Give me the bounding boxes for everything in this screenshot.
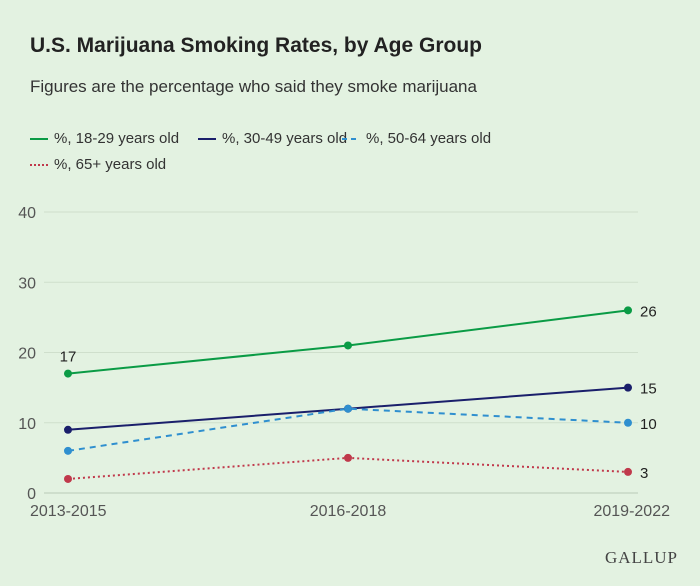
legend-label: %, 65+ years old <box>54 156 167 173</box>
legend-item-18-29: %, 18-29 years old <box>30 130 179 147</box>
data-label: 15 <box>640 381 657 398</box>
legend-label: %, 18-29 years old <box>54 130 180 147</box>
data-point <box>64 474 72 483</box>
data-point <box>624 306 632 315</box>
data-point <box>64 446 72 455</box>
legend-swatch <box>30 137 48 140</box>
chart-title: U.S. Marijuana Smoking Rates, by Age Gro… <box>30 34 482 57</box>
y-tick-label: 0 <box>27 486 36 503</box>
data-label: 10 <box>640 416 657 433</box>
legend-label: %, 50-64 years old <box>366 130 492 147</box>
legend-item-30-49: %, 30-49 years old <box>198 130 347 147</box>
data-point <box>64 425 72 434</box>
y-tick-label: 10 <box>18 416 36 433</box>
y-tick-label: 20 <box>18 346 36 363</box>
y-tick-label: 30 <box>18 275 36 292</box>
legend-item-65plus: %, 65+ years old <box>30 156 166 173</box>
x-tick-label: 2016-2018 <box>310 503 387 520</box>
x-tick-label: 2013-2015 <box>30 503 107 520</box>
data-point <box>344 341 352 350</box>
data-point <box>344 453 352 462</box>
x-tick-label: 2019-2022 <box>593 503 670 520</box>
data-point <box>624 383 632 392</box>
y-tick-label: 40 <box>18 205 36 222</box>
legend-swatch <box>30 163 48 166</box>
legend-item-50-64: %, 50-64 years old <box>342 130 491 147</box>
legend-swatch <box>342 137 360 140</box>
legend-swatch <box>198 137 216 140</box>
data-label: 3 <box>640 465 648 482</box>
series-line <box>67 407 629 452</box>
data-label: 17 <box>60 349 77 366</box>
data-point <box>64 369 72 378</box>
data-point <box>624 467 632 476</box>
chart-subtitle: Figures are the percentage who said they… <box>30 77 477 96</box>
data-label: 26 <box>640 303 657 320</box>
legend-label: %, 30-49 years old <box>222 130 348 147</box>
gallup-logo: GALLUP <box>604 548 678 567</box>
data-point <box>624 418 632 427</box>
data-point <box>344 404 352 413</box>
